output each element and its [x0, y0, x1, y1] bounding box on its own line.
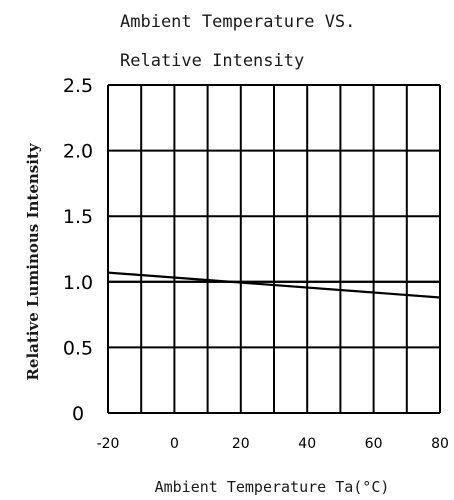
- x-tick-label: 20: [232, 436, 250, 452]
- series-line-1: [107, 271, 441, 299]
- y-tick-label: 2.0: [63, 141, 93, 163]
- y-tick-labels: 0 0.5 1.0 1.5 2.0 2.5: [63, 75, 93, 425]
- x-tick-label: 40: [298, 436, 316, 452]
- y-tick-label: 1.0: [63, 272, 93, 294]
- chart-title-line-2: Relative Intensity: [120, 51, 304, 71]
- y-tick-label: 0: [72, 403, 84, 425]
- x-tick-label: 80: [431, 436, 449, 452]
- chart-title-line-1: Ambient Temperature VS.: [120, 12, 355, 32]
- y-tick-label: 2.5: [63, 75, 93, 97]
- x-axis-label: Ambient Temperature Ta(°C): [155, 478, 390, 496]
- grid: [107, 84, 441, 414]
- x-tick-label: -20: [97, 436, 120, 452]
- y-tick-label: 0.5: [63, 337, 93, 359]
- series-layer: [107, 271, 441, 299]
- x-tick-label: 60: [365, 436, 383, 452]
- x-tick-labels: -20 0 20 40 60 80: [97, 436, 449, 452]
- y-tick-label: 1.5: [63, 206, 93, 228]
- y-axis-label: Relative Luminous Intensity: [24, 142, 42, 380]
- x-tick-label: 0: [170, 436, 179, 452]
